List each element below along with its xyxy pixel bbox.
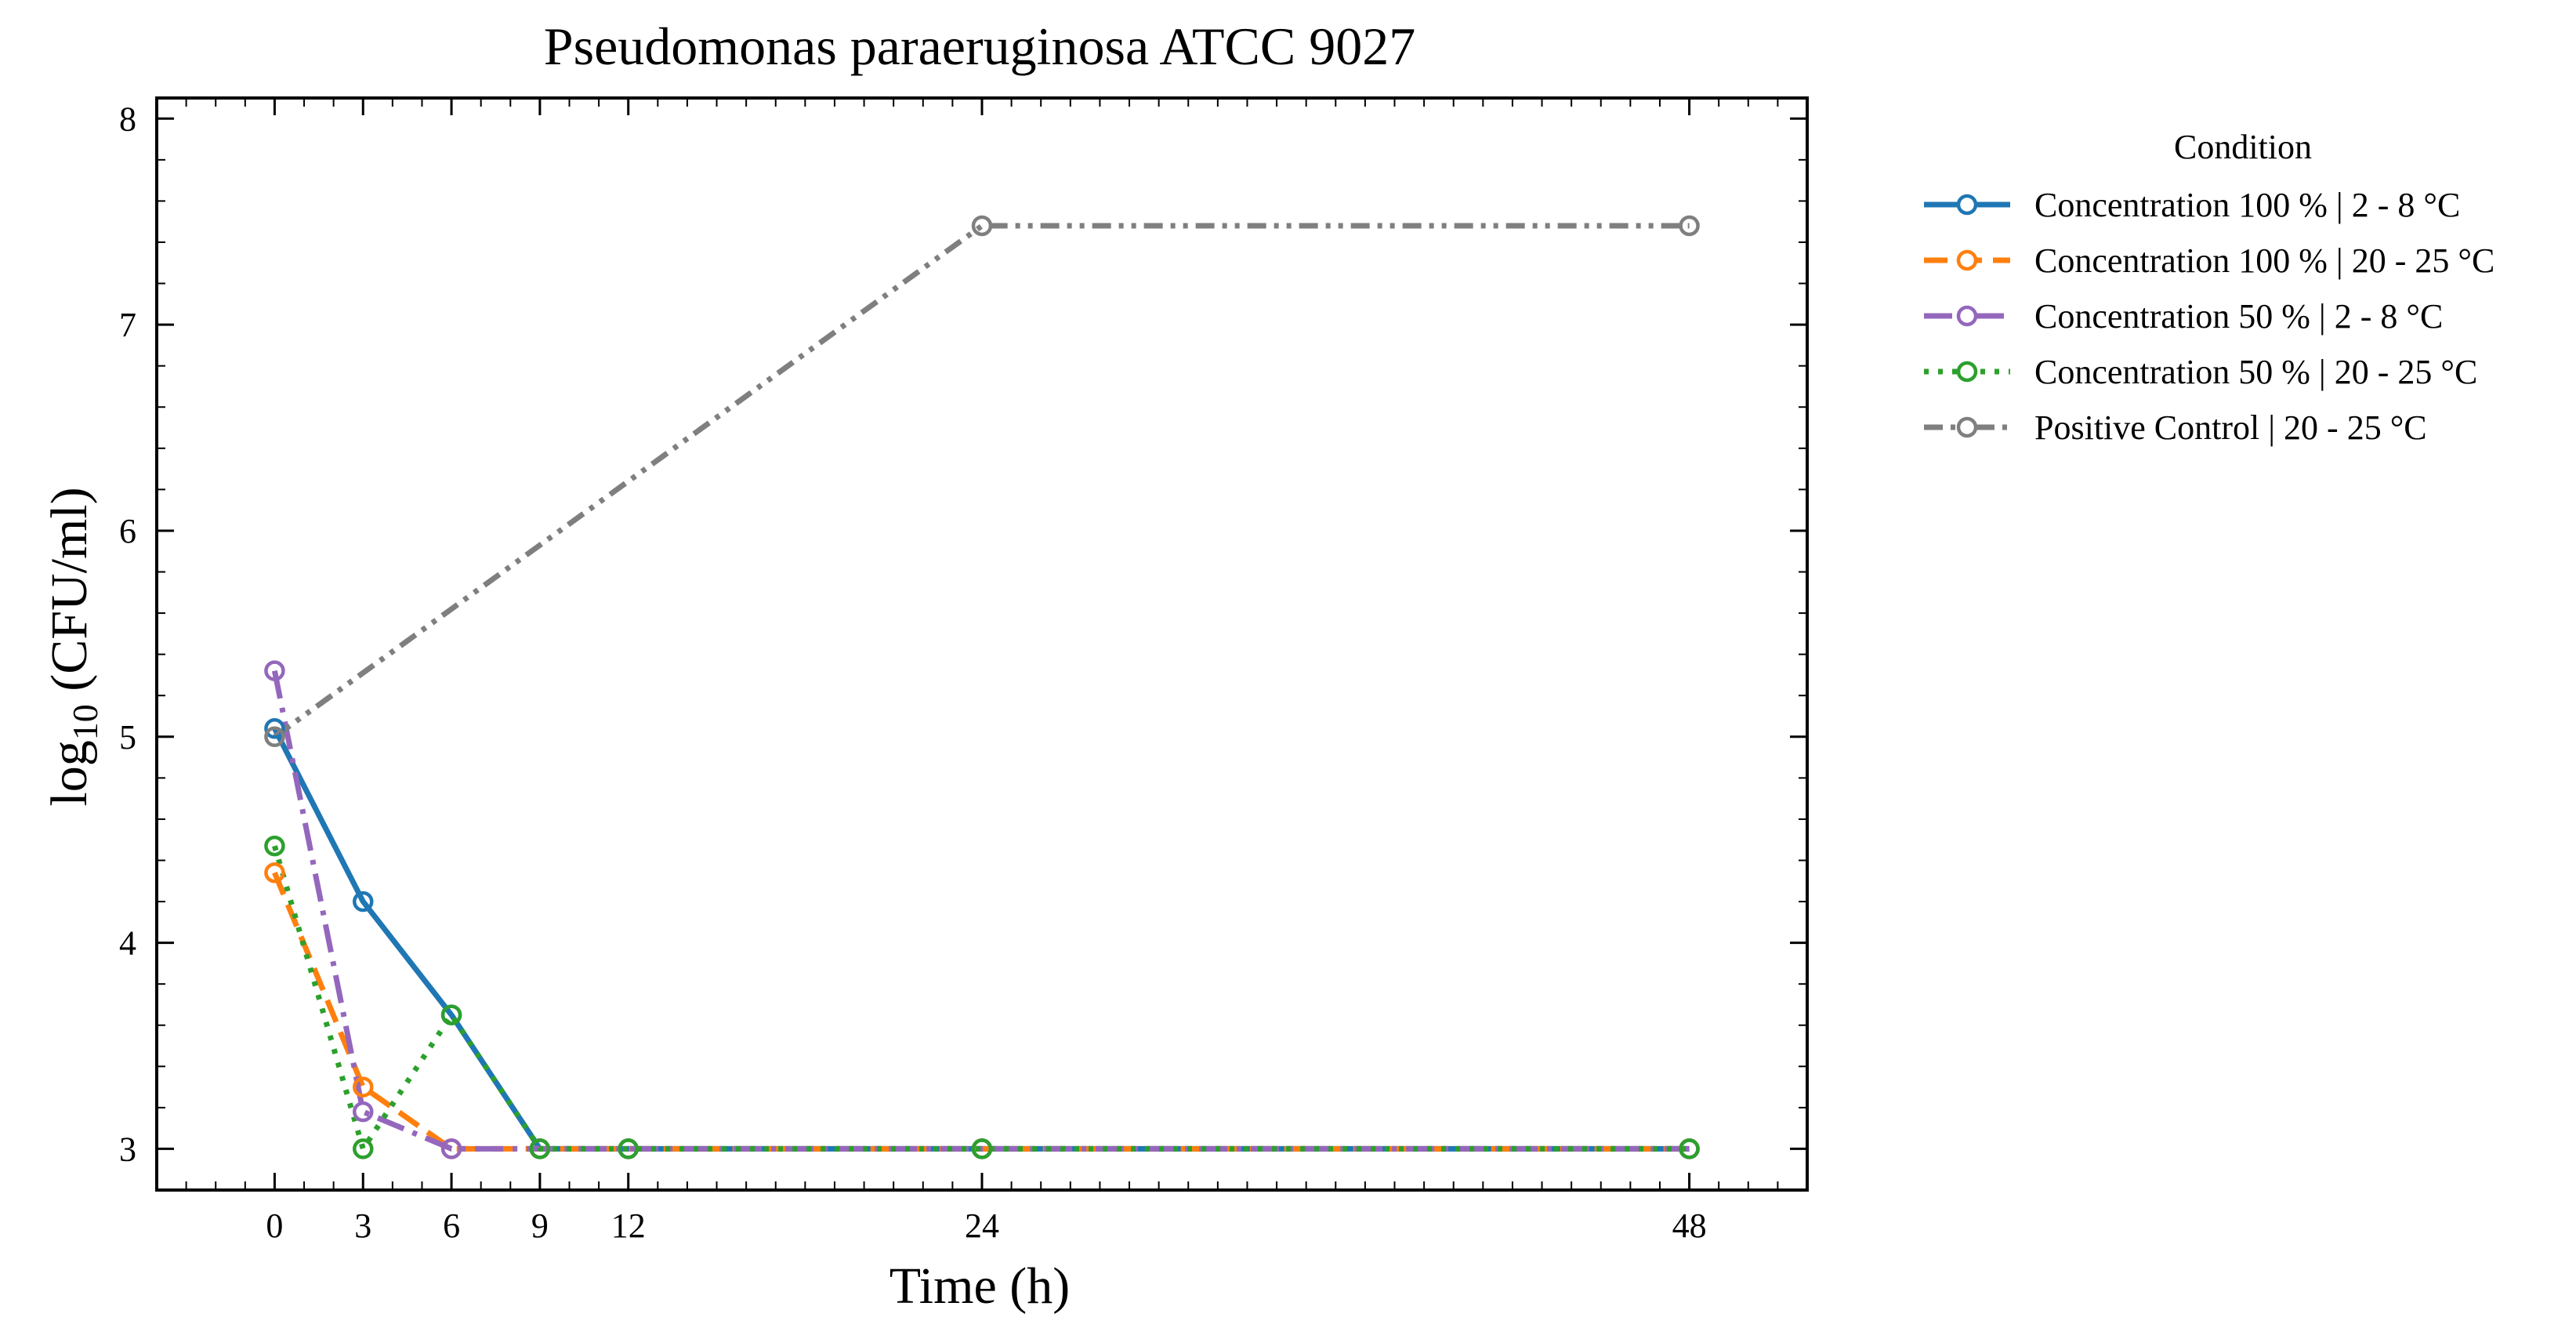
data-point-2 (440, 1138, 462, 1159)
series-line-1 (272, 871, 1690, 1152)
x-axis-title: Time (h) (889, 1257, 1070, 1315)
legend-entry: Positive Control | 20 - 25 °C (1924, 408, 2427, 447)
y-tick-label: 4 (119, 924, 136, 963)
data-point-3 (529, 1138, 551, 1159)
legend-entry: Concentration 50 % | 20 - 25 °C (1924, 353, 2477, 391)
legend-swatch-marker (1956, 361, 1978, 383)
data-point-3 (353, 1138, 374, 1159)
legend-entry: Concentration 100 % | 20 - 25 °C (1924, 241, 2494, 280)
data-point-0 (264, 718, 285, 739)
legend-label: Concentration 50 % | 20 - 25 °C (2034, 353, 2477, 391)
data-point-2 (264, 660, 285, 681)
data-point-4 (264, 726, 285, 748)
y-tick-label: 7 (119, 306, 136, 344)
y-tick-label: 3 (119, 1130, 136, 1168)
data-point-0 (353, 891, 374, 913)
data-point-3 (440, 1004, 462, 1025)
x-tick-label: 48 (1672, 1207, 1707, 1245)
legend-entry: Concentration 50 % | 2 - 8 °C (1924, 297, 2443, 336)
data-point-4 (971, 215, 993, 237)
plot-area (155, 96, 1809, 1192)
data-point-3 (618, 1138, 639, 1159)
legend-swatch-marker (1956, 249, 1978, 271)
legend-label: Concentration 50 % | 2 - 8 °C (2034, 297, 2443, 336)
y-axis-title-prefix: log (41, 740, 98, 806)
legend-swatch-marker (1956, 194, 1978, 216)
chart-title: Pseudomonas paraeruginosa ATCC 9027 (544, 16, 1415, 76)
data-point-1 (264, 862, 285, 884)
series-line-3 (272, 845, 1690, 1152)
y-tick-label: 5 (119, 718, 136, 757)
x-tick-label: 0 (266, 1207, 283, 1245)
y-tick-labels: 3 4 5 6 7 8 (119, 100, 136, 1168)
data-point-2 (353, 1101, 374, 1123)
x-tick-label: 3 (354, 1207, 371, 1245)
x-tick-label: 24 (965, 1207, 999, 1245)
series-line-4 (273, 223, 1690, 739)
legend: Condition Concentration 100 % | 2 - 8 °C… (1924, 128, 2494, 447)
legend-title: Condition (2174, 128, 2312, 166)
series-line-2 (271, 670, 1690, 1152)
legend-label: Concentration 100 % | 2 - 8 °C (2034, 186, 2460, 224)
series-line-0 (272, 727, 1690, 1152)
legend-label: Positive Control | 20 - 25 °C (2034, 408, 2427, 447)
x-tick-labels: 0 3 6 9 12 24 48 (266, 1207, 1706, 1245)
y-axis-title-subscript: 10 (65, 704, 105, 740)
y-axis-title: log10 (CFU/ml) (41, 487, 105, 806)
x-tick-label: 12 (611, 1207, 646, 1245)
data-point-3 (971, 1138, 993, 1159)
minor-ticks (156, 98, 1808, 1191)
data-point-4 (1679, 215, 1700, 237)
legend-swatch-marker (1956, 416, 1978, 438)
y-axis-title-suffix: (CFU/ml) (41, 487, 98, 704)
series-lines (271, 223, 1690, 1152)
y-tick-label: 6 (119, 512, 136, 550)
series-markers (264, 215, 1700, 1159)
data-point-3 (264, 835, 285, 857)
y-tick-label: 8 (119, 100, 136, 138)
legend-entry: Concentration 100 % | 2 - 8 °C (1924, 186, 2460, 224)
data-point-3 (1679, 1138, 1700, 1159)
legend-swatch-marker (1956, 305, 1978, 327)
x-tick-label: 9 (531, 1207, 549, 1245)
data-point-1 (353, 1076, 374, 1098)
major-ticks (157, 98, 1807, 1190)
x-tick-label: 6 (443, 1207, 460, 1245)
legend-entries: Concentration 100 % | 2 - 8 °C Concentrat… (1924, 186, 2494, 447)
legend-label: Concentration 100 % | 20 - 25 °C (2034, 241, 2494, 280)
